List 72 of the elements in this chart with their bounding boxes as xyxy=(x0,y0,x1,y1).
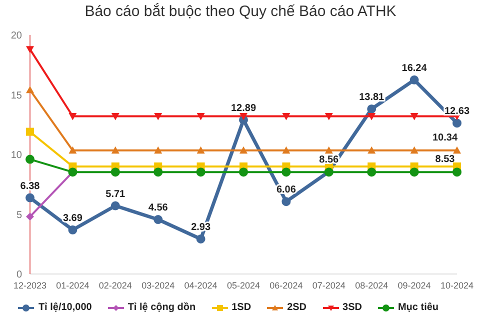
point xyxy=(154,168,163,177)
point xyxy=(368,146,376,154)
point xyxy=(196,234,206,244)
point xyxy=(453,146,461,154)
y-tick-label: 15 xyxy=(10,90,22,102)
legend-label: Tỉ lệ cộng dồn xyxy=(126,302,196,313)
point xyxy=(282,197,291,206)
point xyxy=(26,46,34,54)
point xyxy=(452,118,462,128)
point xyxy=(282,168,291,177)
data-label: 13.81 xyxy=(359,92,385,103)
x-tick-label: 12-2023 xyxy=(13,280,47,290)
point xyxy=(154,146,162,154)
point xyxy=(68,113,77,120)
point xyxy=(410,113,418,120)
point xyxy=(367,104,376,114)
legend-label: Mục tiêu xyxy=(396,302,439,313)
data-label: 4.56 xyxy=(148,202,168,214)
annotation: 8.53 xyxy=(435,154,456,166)
data-label: 12.89 xyxy=(230,102,256,114)
point xyxy=(324,146,333,154)
point xyxy=(154,215,163,224)
y-tick-label: 0 xyxy=(16,270,22,281)
x-tick-label: 07-2024 xyxy=(312,280,346,290)
x-tick-label: 09-2024 xyxy=(398,280,431,290)
point xyxy=(368,113,376,120)
x-tick-label: 10-2024 xyxy=(440,280,474,290)
y-tick-label: 20 xyxy=(10,30,22,42)
point xyxy=(26,212,34,221)
legend-label: Tỉ lệ/10,000 xyxy=(37,302,92,313)
point xyxy=(110,168,120,177)
point xyxy=(68,146,77,154)
point xyxy=(282,113,290,120)
point xyxy=(68,225,78,234)
point xyxy=(324,113,333,120)
data-label: 5.71 xyxy=(106,188,126,200)
point xyxy=(452,168,462,177)
x-tick-label: 05-2024 xyxy=(226,280,260,290)
point xyxy=(110,201,120,210)
point xyxy=(26,154,34,164)
annotation: 10.34 xyxy=(432,132,458,144)
point xyxy=(196,113,205,120)
data-label: 16.24 xyxy=(402,62,428,74)
point xyxy=(240,113,248,120)
point xyxy=(196,146,205,154)
x-tick-label: 01-2024 xyxy=(56,280,90,290)
point xyxy=(26,128,34,136)
point xyxy=(111,146,120,154)
x-tick-label: 06-2024 xyxy=(270,280,303,290)
point xyxy=(26,193,34,202)
point xyxy=(410,75,419,84)
legend-label: 3SD xyxy=(342,302,362,313)
point xyxy=(196,168,206,177)
x-tick-label: 04-2024 xyxy=(184,280,218,290)
legend-label: 1SD xyxy=(230,302,252,313)
y-tick-label: 10 xyxy=(10,150,22,162)
point xyxy=(240,146,248,154)
legend-label: 2SD xyxy=(286,302,307,313)
chart-title: Báo cáo bắt buộc theo Quy chế Báo cáo ATHK xyxy=(84,3,398,22)
point xyxy=(410,168,419,177)
point xyxy=(282,146,290,154)
x-tick-label: 02-2024 xyxy=(98,280,132,290)
x-tick-label: 03-2024 xyxy=(142,280,175,290)
y-tick-label: 5 xyxy=(16,210,22,221)
point xyxy=(154,113,162,120)
point xyxy=(111,113,120,120)
data-label: 3.69 xyxy=(62,212,83,224)
x-tick-label: 08-2024 xyxy=(355,280,388,290)
point xyxy=(410,146,418,154)
point xyxy=(26,86,34,94)
point xyxy=(239,168,248,177)
point xyxy=(367,168,376,177)
